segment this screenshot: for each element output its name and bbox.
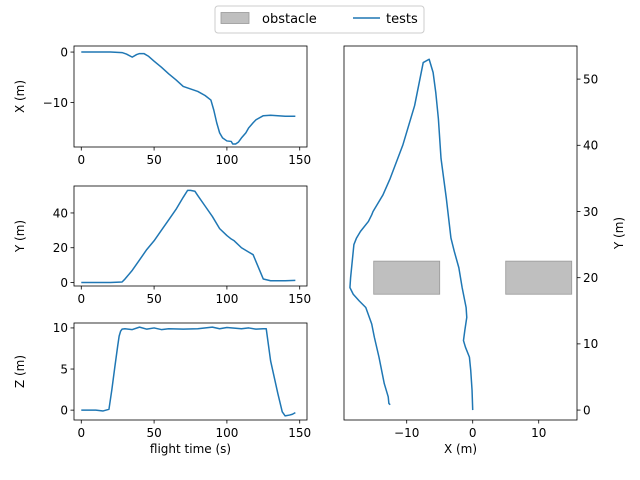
z-vs-time-ytick-label: 10 xyxy=(53,321,68,335)
axes-z-vs-time: 0 50 100 150 0 5 10 flight time (s) Z (m) xyxy=(13,321,311,456)
y-vs-time-ylabel: Y (m) xyxy=(13,220,27,253)
x-vs-time-frame xyxy=(73,45,308,148)
x-vs-time-ylabel: X (m) xyxy=(13,80,27,113)
y-vs-time-frame xyxy=(73,185,308,287)
x-vs-time-xtick-label: 100 xyxy=(215,153,238,167)
top-down-ytick-label: 20 xyxy=(583,271,598,285)
axes-x-vs-time: 0 50 100 150 0 −10 X (m) xyxy=(13,45,311,167)
y-vs-time-ytick-label: 0 xyxy=(60,276,68,290)
legend-tests-label: tests xyxy=(386,12,418,27)
z-vs-time-xtick-label: 150 xyxy=(288,426,311,440)
x-vs-time-ytick-label: 0 xyxy=(60,45,68,59)
legend-obstacle-label: obstacle xyxy=(262,12,317,27)
z-vs-time-xtick-label: 0 xyxy=(77,426,85,440)
top-down-xtick-label: 10 xyxy=(531,426,546,440)
x-vs-time-xtick-label: 50 xyxy=(146,153,161,167)
z-vs-time-xtick-label: 50 xyxy=(146,426,161,440)
z-vs-time-series-line xyxy=(81,326,296,417)
y-vs-time-xtick-label: 150 xyxy=(288,292,311,306)
legend: obstacle tests xyxy=(214,5,425,34)
top-down-ytick-label: 10 xyxy=(583,337,598,351)
y-vs-time-ytick-label: 40 xyxy=(53,206,68,220)
z-vs-time-xlabel: flight time (s) xyxy=(150,442,231,456)
x-vs-time-ytick-label: −10 xyxy=(43,96,68,110)
z-vs-time-xtick-label: 100 xyxy=(215,426,238,440)
top-down-obstacle-1 xyxy=(373,260,441,295)
top-down-xtick-label: 0 xyxy=(469,426,477,440)
top-down-xlabel: X (m) xyxy=(444,442,477,456)
top-down-ytick-label: 40 xyxy=(583,139,598,153)
x-vs-time-series-line xyxy=(81,51,296,145)
x-vs-time-xtick-label: 0 xyxy=(77,153,85,167)
top-down-ylabel: Y (m) xyxy=(612,217,626,250)
z-vs-time-ylabel: Z (m) xyxy=(13,355,27,388)
axes-top-down: −10 0 10 0 10 20 30 40 50 X (m) Y (m) xyxy=(343,45,626,456)
y-vs-time-ytick-label: 20 xyxy=(53,241,68,255)
z-vs-time-frame xyxy=(73,322,308,421)
x-vs-time-xtick-label: 150 xyxy=(288,153,311,167)
z-vs-time-ytick-label: 0 xyxy=(60,403,68,417)
y-vs-time-xtick-label: 50 xyxy=(146,292,161,306)
top-down-frame xyxy=(343,45,578,421)
top-down-ytick-label: 0 xyxy=(583,403,591,417)
y-vs-time-xtick-label: 100 xyxy=(215,292,238,306)
top-down-obstacle-2 xyxy=(505,260,573,295)
y-vs-time-series-line xyxy=(81,189,296,284)
axes-y-vs-time: 0 50 100 150 0 20 40 Y (m) xyxy=(13,185,311,306)
y-vs-time-xtick-label: 0 xyxy=(77,292,85,306)
top-down-series-line xyxy=(349,58,474,411)
top-down-xtick-label: −10 xyxy=(394,426,419,440)
top-down-ytick-label: 30 xyxy=(583,205,598,219)
z-vs-time-ytick-label: 5 xyxy=(60,362,68,376)
legend-frame xyxy=(214,5,425,34)
legend-obstacle-swatch xyxy=(220,12,250,24)
top-down-ytick-label: 50 xyxy=(583,72,598,86)
